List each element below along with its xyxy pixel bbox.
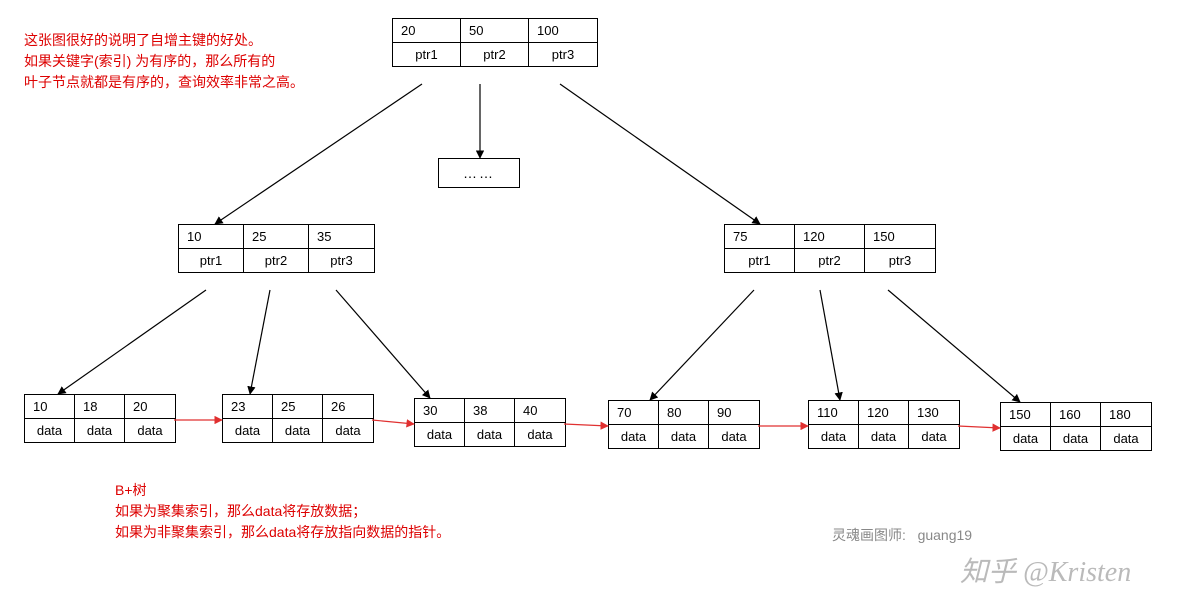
key-cell: 50 <box>461 19 529 42</box>
key-cell: 23 <box>223 395 273 418</box>
ptr-cell: ptr2 <box>795 248 865 272</box>
ptr-cell: data <box>415 422 465 446</box>
credit-label: 灵魂画图师: <box>832 527 906 543</box>
key-cell: 90 <box>709 401 759 424</box>
note-top: 这张图很好的说明了自增主键的好处。 如果关键字(索引) 为有序的，那么所有的 叶… <box>24 30 304 93</box>
key-cell: 120 <box>795 225 865 248</box>
key-cell: 110 <box>809 401 859 424</box>
node-leaf2: 232526datadatadata <box>222 394 374 443</box>
key-cell: 25 <box>273 395 323 418</box>
ptr-cell: data <box>659 424 709 448</box>
key-cell: 20 <box>393 19 461 42</box>
ellipsis-node: …… <box>438 158 520 188</box>
note-top-l3: 叶子节点就都是有序的，查询效率非常之高。 <box>24 72 304 93</box>
key-cell: 38 <box>465 399 515 422</box>
ptr-cell: data <box>223 418 273 442</box>
ptr-cell: data <box>515 422 565 446</box>
ptr-cell: data <box>1101 426 1151 450</box>
edge <box>336 290 430 398</box>
key-cell: 26 <box>323 395 373 418</box>
key-cell: 150 <box>1001 403 1051 426</box>
key-cell: 100 <box>529 19 597 42</box>
key-cell: 130 <box>909 401 959 424</box>
node-leaf5: 110120130datadatadata <box>808 400 960 449</box>
edge <box>650 290 754 400</box>
key-cell: 40 <box>515 399 565 422</box>
edge <box>372 420 414 424</box>
edge <box>58 290 206 394</box>
edge <box>250 290 270 394</box>
ptr-cell: data <box>75 418 125 442</box>
key-cell: 80 <box>659 401 709 424</box>
node-leaf1: 101820datadatadata <box>24 394 176 443</box>
ptr-cell: ptr3 <box>529 42 597 66</box>
node-midR: 75120150 ptr1ptr2ptr3 <box>724 224 936 273</box>
note-bottom-l2: 如果为聚集索引，那么data将存放数据； <box>115 501 450 522</box>
ptr-cell: ptr3 <box>865 248 935 272</box>
ptr-cell: data <box>1001 426 1051 450</box>
credit: 灵魂画图师: guang19 <box>832 525 972 545</box>
node-root: 2050100 ptr1ptr2ptr3 <box>392 18 598 67</box>
ptr-cell: data <box>809 424 859 448</box>
ptr-cell: data <box>273 418 323 442</box>
ptr-cell: ptr2 <box>244 248 309 272</box>
key-cell: 18 <box>75 395 125 418</box>
ptr-cell: ptr1 <box>393 42 461 66</box>
key-cell: 75 <box>725 225 795 248</box>
edge <box>215 84 422 224</box>
edge <box>820 290 840 400</box>
edge <box>564 424 608 426</box>
key-cell: 25 <box>244 225 309 248</box>
note-top-l1: 这张图很好的说明了自增主键的好处。 <box>24 30 304 51</box>
credit-name: guang19 <box>918 527 973 543</box>
ptr-cell: ptr1 <box>179 248 244 272</box>
ptr-cell: ptr1 <box>725 248 795 272</box>
note-top-l2: 如果关键字(索引) 为有序的，那么所有的 <box>24 51 304 72</box>
key-cell: 35 <box>309 225 374 248</box>
ptr-cell: data <box>25 418 75 442</box>
ptr-cell: data <box>609 424 659 448</box>
key-cell: 20 <box>125 395 175 418</box>
ptr-cell: data <box>909 424 959 448</box>
ptr-cell: data <box>1051 426 1101 450</box>
key-cell: 120 <box>859 401 909 424</box>
ptr-cell: ptr3 <box>309 248 374 272</box>
node-leaf6: 150160180datadatadata <box>1000 402 1152 451</box>
node-leaf3: 303840datadatadata <box>414 398 566 447</box>
note-bottom-l3: 如果为非聚集索引，那么data将存放指向数据的指针。 <box>115 522 450 543</box>
key-cell: 150 <box>865 225 935 248</box>
ptr-cell: data <box>125 418 175 442</box>
node-leaf4: 708090datadatadata <box>608 400 760 449</box>
ptr-cell: data <box>859 424 909 448</box>
ptr-cell: data <box>465 422 515 446</box>
note-bottom-l1: B+树 <box>115 480 450 501</box>
ptr-cell: data <box>709 424 759 448</box>
key-cell: 180 <box>1101 403 1151 426</box>
key-cell: 160 <box>1051 403 1101 426</box>
key-cell: 70 <box>609 401 659 424</box>
edge <box>560 84 760 224</box>
edge <box>958 426 1000 428</box>
watermark: 知乎 @Kristen <box>960 550 1131 590</box>
key-cell: 30 <box>415 399 465 422</box>
ptr-cell: ptr2 <box>461 42 529 66</box>
key-cell: 10 <box>25 395 75 418</box>
note-bottom: B+树 如果为聚集索引，那么data将存放数据； 如果为非聚集索引，那么data… <box>115 480 450 543</box>
node-midL: 102535 ptr1ptr2ptr3 <box>178 224 375 273</box>
key-cell: 10 <box>179 225 244 248</box>
ptr-cell: data <box>323 418 373 442</box>
edge <box>888 290 1020 402</box>
